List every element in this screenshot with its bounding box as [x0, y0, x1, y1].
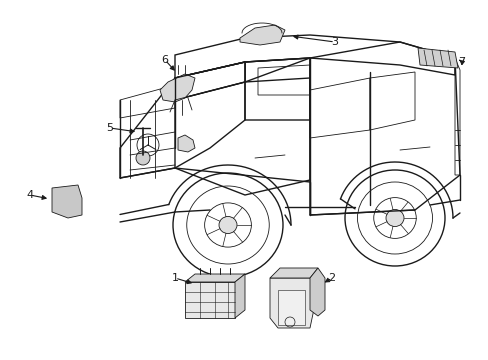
- Polygon shape: [240, 25, 285, 45]
- Polygon shape: [278, 290, 305, 325]
- Text: 2: 2: [328, 273, 335, 283]
- Text: 6: 6: [161, 55, 168, 65]
- Polygon shape: [160, 74, 195, 102]
- Polygon shape: [235, 274, 244, 318]
- Polygon shape: [417, 48, 457, 68]
- Polygon shape: [309, 268, 325, 316]
- Polygon shape: [269, 268, 317, 278]
- Polygon shape: [269, 278, 317, 328]
- Polygon shape: [52, 185, 82, 218]
- Text: 1: 1: [171, 273, 178, 283]
- Polygon shape: [178, 135, 195, 152]
- Ellipse shape: [385, 210, 403, 226]
- Text: 5: 5: [106, 123, 113, 133]
- Polygon shape: [184, 282, 235, 318]
- Text: 3: 3: [331, 37, 338, 47]
- Text: 7: 7: [458, 57, 465, 67]
- Polygon shape: [184, 274, 244, 282]
- Circle shape: [136, 151, 150, 165]
- Ellipse shape: [219, 216, 237, 234]
- Text: 4: 4: [26, 190, 34, 200]
